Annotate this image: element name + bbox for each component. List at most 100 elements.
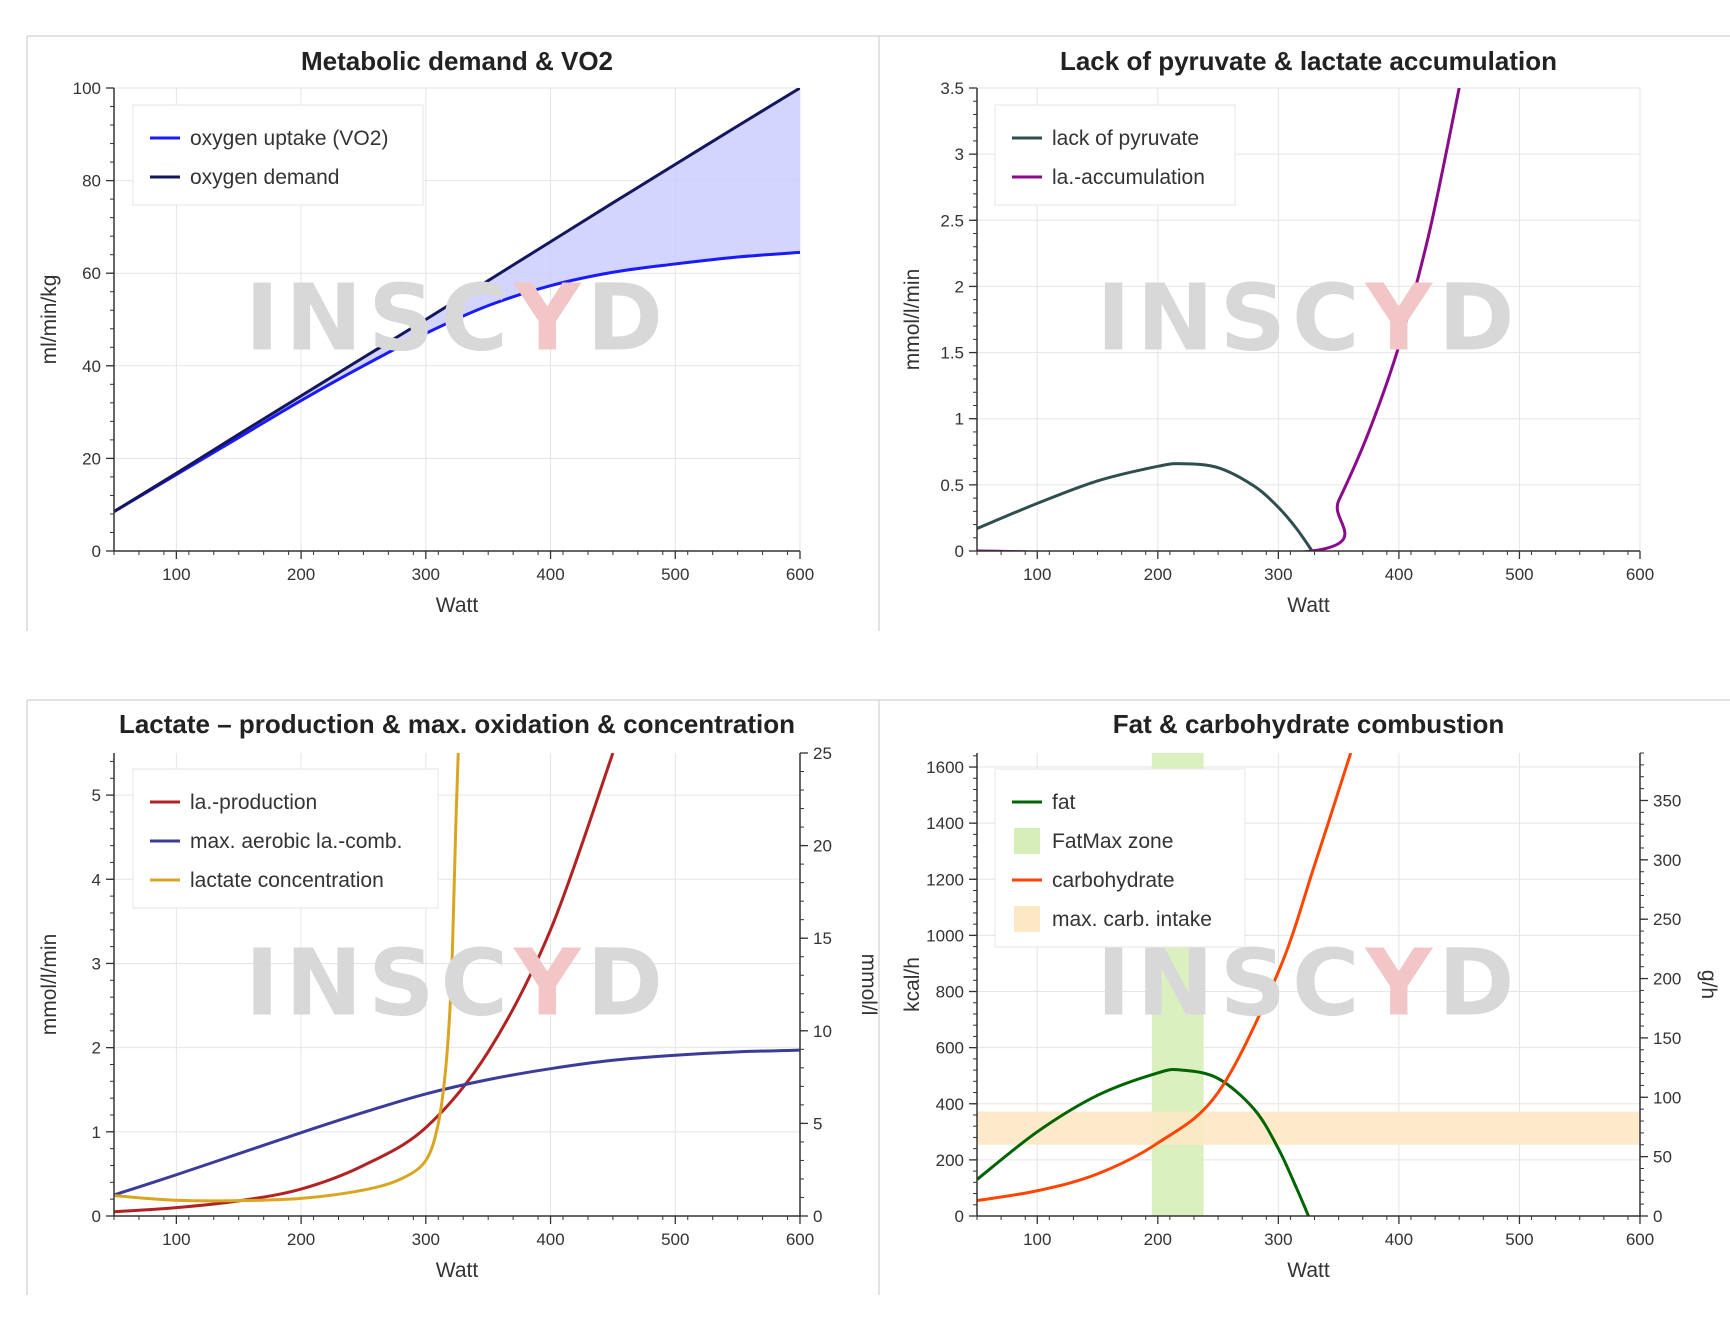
y-tick-label: 80 <box>82 172 101 191</box>
legend-label: la.-accumulation <box>1052 166 1205 189</box>
x-tick-label: 400 <box>536 1230 564 1249</box>
x-tick-label: 600 <box>1626 1230 1654 1249</box>
x-axis-label: Watt <box>1287 594 1330 617</box>
y-tick-label: 0 <box>955 542 964 561</box>
plot-area <box>114 753 800 1214</box>
chart-title: Metabolic demand & VO2 <box>301 46 613 76</box>
x-tick-label: 200 <box>287 1230 315 1249</box>
x-tick-label: 600 <box>1626 565 1654 584</box>
x-tick-label: 600 <box>786 565 814 584</box>
chart-panel-3: Lactate – production & max. oxidation & … <box>26 699 880 1295</box>
legend: lack of pyruvate la.-accumulation <box>994 104 1236 206</box>
legend-label: max. carb. intake <box>1052 908 1212 931</box>
y2-tick-label: 250 <box>1653 910 1681 929</box>
x-tick-label: 300 <box>412 1230 440 1249</box>
x-tick-label: 300 <box>1264 565 1292 584</box>
legend: oxygen uptake (VO2) oxygen demand <box>132 104 424 206</box>
legend-label: fat <box>1052 791 1076 814</box>
y-tick-label: 0 <box>92 542 101 561</box>
legend-box <box>132 768 439 909</box>
y2-tick-label: 5 <box>813 1114 822 1133</box>
series-lack-of-pyruvate <box>977 462 1314 551</box>
y-tick-label: 1600 <box>926 758 964 777</box>
x-axis-label: Watt <box>1287 1259 1330 1282</box>
series-la-accumulation <box>977 88 1461 551</box>
series-oxygen-demand <box>114 88 800 513</box>
y-tick-label: 4 <box>92 870 101 889</box>
y-tick-label: 1000 <box>926 926 964 945</box>
x-tick-label: 300 <box>1264 1230 1292 1249</box>
legend-label: oxygen demand <box>190 166 339 189</box>
y2-tick-label: 100 <box>1653 1088 1681 1107</box>
legend-item-fat: fat <box>1012 791 1076 814</box>
y2-tick-label: 350 <box>1653 791 1681 810</box>
y-tick-label: 3.5 <box>940 79 964 98</box>
y2-tick-label: 20 <box>813 837 832 856</box>
legend-box <box>132 104 424 206</box>
y2-tick-label: 0 <box>813 1207 822 1226</box>
legend-item-max-carb-intake: max. carb. intake <box>1014 906 1212 932</box>
y2-tick-label: 0 <box>1653 1207 1662 1226</box>
chart-title: Lack of pyruvate & lactate accumulation <box>1060 46 1557 76</box>
y-tick-label: 5 <box>92 786 101 805</box>
legend-item-max-aerobic-la-comb: max. aerobic la.-comb. <box>150 830 402 853</box>
y2-tick-label: 50 <box>1653 1148 1672 1167</box>
x-tick-label: 300 <box>412 565 440 584</box>
x-tick-label: 200 <box>1144 565 1172 584</box>
y-tick-label: 600 <box>936 1039 964 1058</box>
legend-label: lack of pyruvate <box>1052 127 1199 150</box>
legend-label: la.-production <box>190 791 317 814</box>
x-tick-label: 500 <box>1505 565 1533 584</box>
plot-area <box>977 88 1461 551</box>
y-tick-label: 1 <box>955 410 964 429</box>
legend: la.-production max. aerobic la.-comb. lact… <box>132 768 439 909</box>
y-tick-label: 400 <box>936 1095 964 1114</box>
y-tick-label: 1400 <box>926 814 964 833</box>
y-tick-label: 2.5 <box>940 211 964 230</box>
y-tick-label: 2 <box>955 277 964 296</box>
y-tick-label: 1 <box>92 1123 101 1142</box>
x-axis-label: Watt <box>436 1259 479 1282</box>
legend-item-lack-of-pyruvate: lack of pyruvate <box>1012 127 1199 150</box>
max-carb-intake-band <box>977 1111 1640 1145</box>
legend-label: FatMax zone <box>1052 830 1173 853</box>
legend-swatch <box>1014 828 1040 854</box>
y-tick-label: 100 <box>73 79 101 98</box>
legend-label: carbohydrate <box>1052 869 1175 892</box>
x-tick-label: 100 <box>1023 1230 1051 1249</box>
y2-tick-label: 10 <box>813 1022 832 1041</box>
legend-swatch <box>1014 906 1040 932</box>
y-tick-label: 0 <box>92 1207 101 1226</box>
y-tick-label: 2 <box>92 1039 101 1058</box>
legend-label: lactate concentration <box>190 869 384 892</box>
plot-area <box>114 88 800 513</box>
x-tick-label: 100 <box>162 565 190 584</box>
series-oxygen-uptake-vo2 <box>114 250 800 513</box>
legend-box <box>994 104 1236 206</box>
y-tick-label: 800 <box>936 983 964 1002</box>
y-tick-label: 60 <box>82 264 101 283</box>
x-tick-label: 100 <box>162 1230 190 1249</box>
x-axis-label: Watt <box>436 594 479 617</box>
legend-item-la-production: la.-production <box>150 791 317 814</box>
y2-tick-label: 15 <box>813 929 832 948</box>
x-tick-label: 100 <box>1023 565 1051 584</box>
legend-item-lactate-concentration: lactate concentration <box>150 869 384 892</box>
x-tick-label: 400 <box>1385 1230 1413 1249</box>
legend: fat FatMax zone carbohydrate max. carb. int… <box>994 768 1246 948</box>
inscyd-watermark: INSCYD <box>245 930 669 1037</box>
series-la-production <box>114 753 615 1214</box>
y-tick-label: 200 <box>936 1151 964 1170</box>
legend-item-carbohydrate: carbohydrate <box>1012 869 1175 892</box>
y-axis-label: ml/min/kg <box>38 275 61 365</box>
chart-title: Fat & carbohydrate combustion <box>1113 709 1505 739</box>
x-tick-label: 500 <box>661 1230 689 1249</box>
y-axis-label: kcal/h <box>901 957 924 1012</box>
x-tick-label: 400 <box>536 565 564 584</box>
y-tick-label: 20 <box>82 449 101 468</box>
y-tick-label: 1.5 <box>940 344 964 363</box>
legend-item-fatmax-zone: FatMax zone <box>1014 828 1173 854</box>
legend-item-oxygen-demand: oxygen demand <box>150 166 339 189</box>
